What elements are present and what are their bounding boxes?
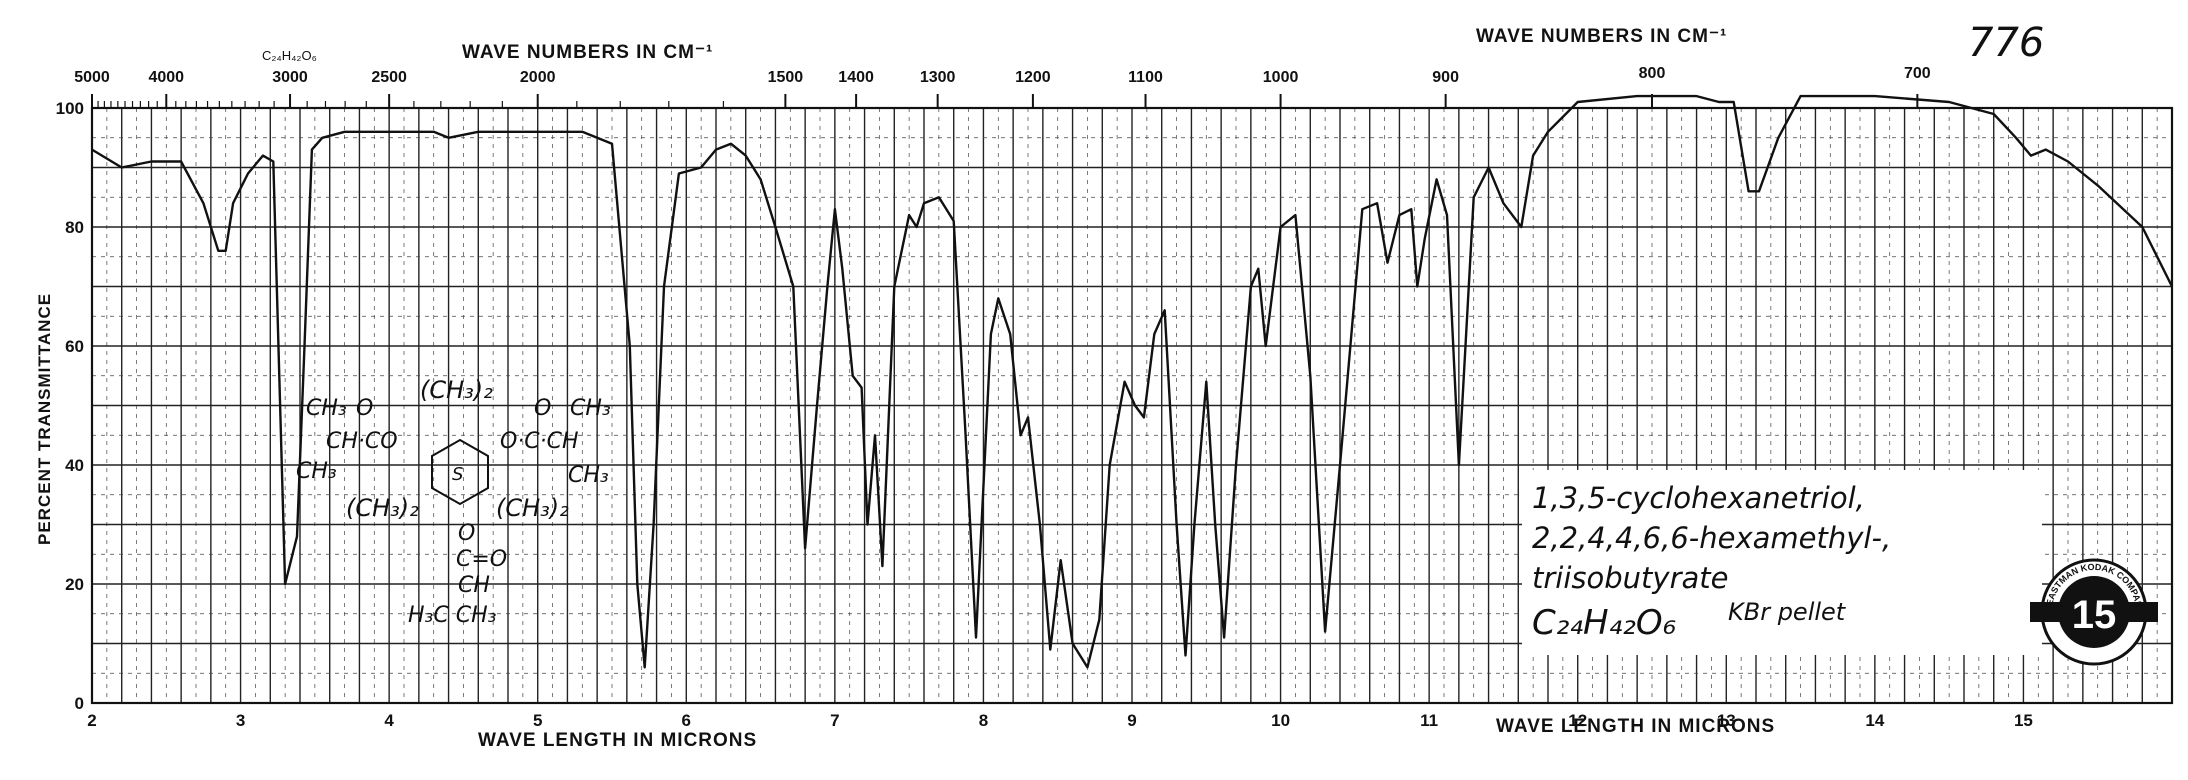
micron-tick-label: 4	[384, 711, 394, 730]
micron-tick-label: 6	[682, 711, 691, 730]
wavenumber-label-left: WAVE NUMBERS IN CM⁻¹	[462, 42, 713, 63]
cyclohexane-ring	[431, 438, 489, 506]
micron-tick-label: 13	[1717, 711, 1736, 730]
spectrum-number: 776	[1968, 20, 2044, 66]
top-left-ch3: CH₃	[306, 396, 347, 421]
bottom-ch: CH	[458, 573, 490, 598]
logo-number: 15	[2072, 593, 2117, 637]
wavenumber-tick-label: 2500	[371, 69, 407, 86]
micron-tick-label: 11	[1420, 711, 1438, 730]
wavenumber-tick-label: 900	[1432, 69, 1459, 86]
y-tick-label: 60	[65, 337, 84, 356]
wavenumber-tick-label: 4000	[148, 69, 184, 86]
right-gem-dimethyl: (CH₃)₂	[496, 494, 569, 522]
wavenumber-tick-label: 2000	[520, 69, 556, 86]
y-tick-label: 40	[65, 456, 84, 475]
wavenumber-tick-label: 3000	[272, 69, 308, 86]
bottom-o: O	[458, 521, 475, 546]
transmittance-curve	[91, 94, 2174, 669]
wavenumber-tick-label: 1500	[768, 69, 804, 86]
left-gem-dimethyl: (CH₃)₂	[346, 494, 419, 522]
y-tick-label: 20	[65, 575, 84, 594]
ring-label: S	[452, 464, 463, 485]
y-tick-label: 80	[65, 218, 84, 237]
bottom-carbonyl: C=O	[456, 547, 507, 572]
bottom-right-ch3: CH₃	[568, 463, 609, 488]
wavenumber-tick-label: 5000	[74, 69, 110, 86]
wavenumber-tick-label: 1000	[1263, 69, 1299, 86]
wavenumber-tick-label: 700	[1904, 65, 1931, 82]
wavenumber-tick-label: 1300	[920, 69, 956, 86]
micron-tick-label: 8	[979, 711, 988, 730]
kodak-logo: 15 EASTMAN KODAK COMPANY	[2030, 558, 2158, 666]
micron-tick-label: 2	[87, 711, 96, 730]
micron-tick-label: 10	[1271, 711, 1290, 730]
wavenumber-tick-label: 800	[1639, 65, 1666, 82]
micron-tick-label: 14	[1865, 711, 1884, 730]
y-axis-label: PERCENT TRANSMITTANCE	[35, 293, 54, 545]
logo-band	[2030, 602, 2158, 622]
top-right-ch3: CH₃	[570, 396, 611, 421]
wavenumber-tick-label: 1400	[838, 69, 874, 86]
compound-formula: C₂₄H₄₂O₆	[1532, 603, 1676, 643]
chemical-structure: S CH₃ O CH·CO CH₃ (CH₃)₂ O CH₃ O·C·CH CH…	[296, 376, 611, 628]
bottom-left-ch3: CH₃	[296, 459, 337, 484]
x-axis-label-left: WAVE LENGTH IN MICRONS	[478, 730, 757, 751]
micron-tick-label: 7	[830, 711, 839, 730]
left-ester-group: CH·CO	[326, 429, 398, 454]
top-gem-dimethyl: (CH₃)₂	[420, 376, 493, 404]
right-ester-group: O·C·CH	[500, 429, 579, 454]
sample-medium: KBr pellet	[1728, 598, 1847, 626]
compound-annotation: 1,3,5-cyclohexanetriol, 2,2,4,4,6,6-hexa…	[1522, 470, 2042, 655]
micron-tick-label: 12	[1568, 711, 1587, 730]
bottom-dimethyl: H₃C CH₃	[408, 603, 497, 628]
micron-tick-label: 5	[533, 711, 542, 730]
compound-name-line2: 2,2,4,4,6,6-hexamethyl-,	[1532, 521, 1891, 555]
wavenumber-ticks: 5000 4000 3000 2500 2000 1500 1400 1300 1200 1100…	[74, 65, 1931, 108]
micron-tick-label: 9	[1127, 711, 1136, 730]
top-right-o: O	[534, 396, 551, 421]
wavenumber-tick-label: 1100	[1128, 69, 1163, 86]
annotation-background	[1522, 470, 2042, 655]
header-formula: C₂₄H₄₂O₆	[262, 48, 317, 63]
x-axis-label-right: WAVE LENGTH IN MICRONS	[1496, 716, 1775, 737]
wavenumber-tick-label: 1200	[1015, 69, 1051, 86]
plot-frame	[90, 106, 2174, 705]
y-ticks: 0 20 40 60 80 100	[56, 99, 84, 713]
y-tick-label: 0	[75, 694, 84, 713]
micron-tick-label: 3	[236, 711, 245, 730]
wavenumber-label-right: WAVE NUMBERS IN CM⁻¹	[1476, 26, 1727, 47]
top-left-o: O	[356, 396, 373, 421]
compound-name-line3: triisobutyrate	[1532, 561, 1729, 595]
micron-tick-label: 15	[2014, 711, 2033, 730]
y-tick-label: 100	[56, 99, 84, 118]
micron-ticks: 2 3 4 5 6 7 8 9 10 11 12 13 14 15	[87, 711, 2033, 730]
compound-name-line1: 1,3,5-cyclohexanetriol,	[1532, 481, 1865, 515]
